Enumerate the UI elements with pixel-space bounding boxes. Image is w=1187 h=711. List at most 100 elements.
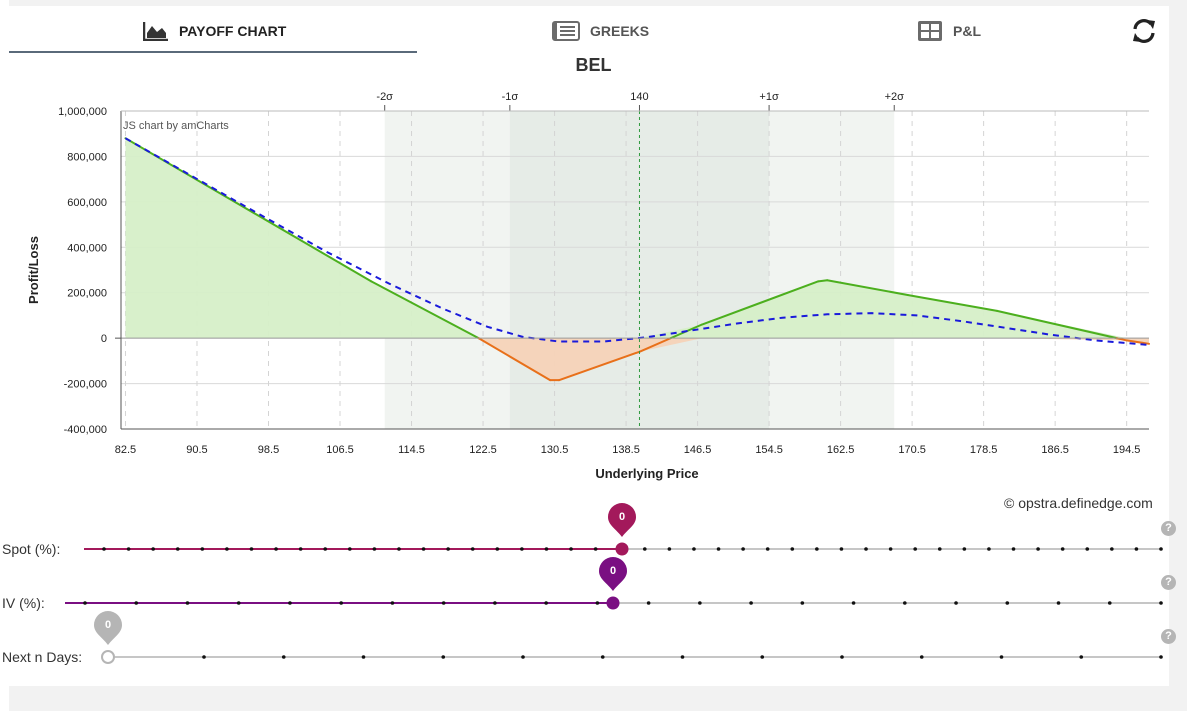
spot-slider-tick	[495, 547, 500, 551]
x-tick-label: 170.5	[898, 444, 926, 456]
expiry-line-segment	[477, 337, 552, 382]
sliders: 0 0 0	[65, 503, 1163, 664]
expiry-line-segment	[906, 293, 999, 312]
spot-slider-tick	[200, 547, 205, 551]
tab-payoff-chart[interactable]: PAYOFF CHART	[143, 18, 286, 44]
days-slider-tick	[521, 655, 525, 659]
y-tick-label: 1,000,000	[58, 106, 107, 118]
iv-slider-label: IV (%):	[2, 595, 45, 611]
iv-slider-tick	[441, 601, 446, 605]
y-tick-label: -400,000	[64, 424, 107, 436]
spot-slider-tick	[888, 547, 893, 551]
days-slider-tick	[680, 655, 685, 659]
spot-slider-tick	[815, 547, 819, 551]
refresh-icon[interactable]	[1130, 17, 1158, 45]
credit-text: © opstra.definedge.com	[1004, 495, 1153, 511]
spot-slider-tick	[225, 547, 229, 551]
iv-slider-tick	[236, 601, 241, 605]
profit-area	[125, 138, 1150, 339]
spot-slider-tick	[593, 547, 598, 551]
days-slider-tick	[840, 655, 844, 659]
spot-slider-tick	[520, 547, 524, 551]
iv-slider-tick	[339, 601, 343, 605]
days-help-icon[interactable]: ?	[1161, 629, 1176, 644]
x-tick-label: 194.5	[1113, 444, 1141, 456]
iv-slider-tick	[544, 601, 548, 605]
iv-slider-tick	[1159, 601, 1163, 605]
expiry-line-segment	[558, 350, 641, 382]
x-tick-label: 162.5	[827, 444, 855, 456]
iv-value-text: 0	[610, 565, 616, 577]
days-slider-tick	[281, 655, 286, 659]
spot-slider-tick	[667, 547, 672, 551]
spot-slider-tick	[102, 547, 106, 551]
spot-slider-tick	[298, 547, 303, 551]
spot-slider-tick	[962, 547, 967, 551]
y-tick-label: 800,000	[67, 151, 107, 163]
x-tick-label: 98.5	[258, 444, 279, 456]
spot-slider-tick	[642, 547, 647, 551]
spot-slider-tick	[397, 547, 401, 551]
spot-slider-tick	[1036, 547, 1040, 551]
sigma-label: -1σ	[502, 91, 519, 103]
spot-slider-handle[interactable]	[615, 542, 629, 556]
spot-slider-tick	[323, 547, 328, 551]
expiry-line-segment	[817, 279, 829, 283]
y-tick-label: 600,000	[67, 197, 107, 209]
iv-slider-tick	[851, 601, 856, 605]
days-slider-tick	[600, 655, 605, 659]
grid-icon	[918, 21, 942, 41]
iv-slider-tick	[698, 601, 702, 605]
left-strip	[0, 0, 9, 711]
watermark-text: JS chart by amCharts	[123, 120, 229, 132]
days-value-text: 0	[105, 619, 111, 631]
iv-slider-tick	[1107, 601, 1112, 605]
iv-help-icon[interactable]: ?	[1161, 575, 1176, 590]
iv-value-pin	[599, 557, 627, 591]
iv-slider-tick	[595, 601, 600, 605]
x-tick-label: 130.5	[541, 444, 569, 456]
y-tick-label: 400,000	[67, 242, 107, 254]
x-tick-label: 114.5	[398, 444, 425, 456]
spot-slider-tick	[692, 547, 696, 551]
tab-greeks[interactable]: GREEKS	[552, 18, 649, 44]
y-axis-label: Profit/Loss	[26, 236, 41, 304]
sigma-label: +2σ	[885, 91, 905, 103]
spot-slider-tick	[741, 547, 745, 551]
spot-help-icon[interactable]: ?	[1161, 521, 1176, 536]
iv-slider-tick	[954, 601, 958, 605]
spot-slider-tick	[126, 547, 131, 551]
list-icon	[552, 21, 580, 41]
loss-area	[125, 338, 1150, 381]
x-tick-label: 178.5	[970, 444, 998, 456]
tab-payoff-label: PAYOFF CHART	[179, 23, 287, 39]
iv-slider-tick	[800, 601, 805, 605]
tab-pl[interactable]: P&L	[917, 18, 981, 44]
tab-greeks-label: GREEKS	[590, 23, 650, 39]
spot-slider-tick	[249, 547, 254, 551]
target-line	[124, 137, 1150, 346]
days-slider-tick	[919, 655, 924, 659]
iv-slider-tick	[288, 601, 292, 605]
spot-slider-tick	[716, 547, 721, 551]
y-tick-label: -200,000	[64, 379, 107, 391]
tab-pl-label: P&L	[953, 23, 981, 39]
days-slider-handle[interactable]	[101, 650, 115, 664]
chart-title: BEL	[575, 55, 612, 75]
days-value-pin	[94, 611, 122, 645]
spot-slider-tick	[470, 547, 475, 551]
expiry-line-segment	[701, 280, 820, 326]
x-tick-label: 154.5	[755, 444, 783, 456]
spot-slider-tick	[1159, 547, 1163, 551]
spot-slider-tick	[1060, 547, 1065, 551]
x-tick-label: 138.5	[612, 444, 640, 456]
x-tick-label: 146.5	[684, 444, 712, 456]
iv-slider-tick	[749, 601, 753, 605]
spot-slider-label: Spot (%):	[2, 541, 61, 557]
iv-slider-handle[interactable]	[606, 596, 620, 610]
spot-slider-tick	[569, 547, 573, 551]
spot-slider-tick	[937, 547, 942, 551]
x-tick-label: 122.5	[469, 444, 497, 456]
iv-slider-tick	[1005, 601, 1010, 605]
spot-slider-tick	[1134, 547, 1139, 551]
